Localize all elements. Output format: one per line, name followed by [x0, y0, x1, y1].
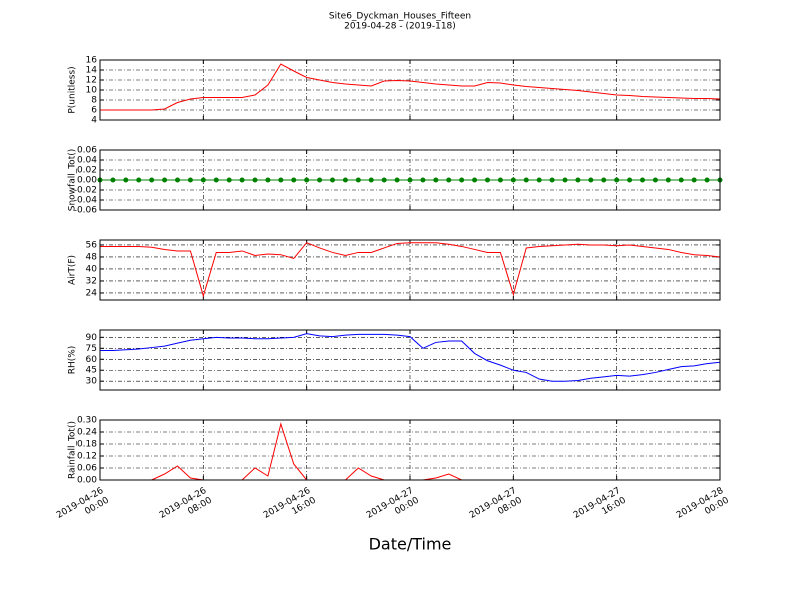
data-point [381, 177, 387, 183]
plot-frame [99, 329, 721, 391]
y-tick-label: 0.18 [77, 440, 97, 450]
plot-frame [99, 149, 721, 211]
plot-frame [99, 419, 721, 481]
data-point [472, 177, 478, 183]
chart-title: Site6_Dyckman_Houses_Fifteen [329, 12, 471, 22]
y-axis-label: RH(%) [68, 346, 78, 375]
y-tick-label: 30 [86, 377, 98, 387]
y-tick-label: 0.12 [77, 452, 97, 462]
y-tick-label: 48 [86, 252, 98, 262]
data-point [497, 177, 503, 183]
data-line [100, 333, 721, 382]
data-point [162, 177, 168, 183]
data-point [355, 177, 361, 183]
data-point [342, 177, 348, 183]
data-point [614, 177, 620, 183]
plot-frame [99, 59, 721, 121]
data-point [459, 177, 465, 183]
y-axis-label: AirT(F) [68, 255, 78, 285]
y-tick-label: 40 [86, 264, 98, 274]
data-point [187, 177, 193, 183]
y-tick-label: 6 [91, 106, 97, 116]
y-tick-label: 45 [86, 366, 97, 376]
data-point [213, 177, 219, 183]
data-point [317, 177, 323, 183]
data-point [239, 177, 245, 183]
y-tick-label: 56 [86, 240, 98, 250]
data-point [640, 177, 645, 183]
x-axis-label: Date/Time [369, 535, 452, 554]
data-point [226, 177, 232, 183]
y-tick-label: 0.06 [77, 146, 97, 156]
data-point [678, 177, 684, 183]
data-point [394, 177, 400, 183]
data-point [510, 177, 516, 183]
y-tick-label: 32 [86, 276, 97, 286]
data-point [665, 177, 671, 183]
y-tick-label: 24 [86, 288, 98, 298]
y-tick-label: 14 [86, 66, 98, 76]
y-tick-label: -0.02 [74, 186, 97, 196]
data-point [149, 177, 155, 183]
data-point [368, 177, 374, 183]
data-point [136, 177, 142, 183]
data-point [265, 177, 271, 183]
y-tick-label: 12 [86, 76, 97, 86]
data-point [175, 177, 180, 183]
data-point [291, 177, 297, 183]
data-point [562, 177, 568, 183]
data-point [123, 177, 129, 183]
y-tick-label: -0.04 [74, 196, 98, 206]
y-tick-label: 75 [86, 344, 97, 354]
y-tick-label: 10 [86, 86, 98, 96]
data-point [278, 177, 284, 183]
y-axis-label: P(unitless) [68, 66, 78, 113]
y-tick-label: 0.00 [77, 476, 97, 486]
data-point [433, 177, 439, 183]
y-tick-label: 4 [91, 116, 97, 126]
data-point [200, 177, 206, 183]
data-point [536, 177, 542, 183]
data-line [100, 242, 721, 298]
data-point [407, 177, 413, 183]
data-line [100, 63, 721, 111]
y-tick-label: 8 [91, 96, 97, 106]
data-point [252, 177, 258, 183]
data-point [485, 177, 490, 183]
y-tick-label: -0.06 [74, 206, 98, 216]
y-tick-label: 0.02 [77, 166, 97, 176]
y-tick-label: 0.06 [77, 464, 97, 474]
data-point [601, 177, 607, 183]
y-tick-label: 0.04 [77, 156, 97, 166]
data-point [549, 177, 555, 183]
y-tick-label: 16 [86, 56, 98, 66]
y-axis-label: Snowfall_Tot() [68, 149, 78, 212]
data-point [627, 177, 633, 183]
y-tick-label: 60 [86, 355, 98, 365]
data-point [588, 177, 594, 183]
y-axis-label: Rainfall_Tot() [68, 421, 78, 479]
plot-frame [99, 239, 721, 301]
data-point [304, 177, 310, 183]
chart-subtitle: 2019-04-28 - (2019-118) [344, 22, 456, 32]
data-point [110, 177, 116, 183]
data-point [652, 177, 658, 183]
y-tick-label: 0.00 [77, 176, 97, 186]
data-point [523, 177, 529, 183]
data-point [446, 177, 452, 183]
y-tick-label: 0.24 [77, 428, 97, 438]
data-point [420, 177, 426, 183]
y-tick-label: 0.30 [77, 416, 97, 426]
data-point [704, 177, 710, 183]
data-point [691, 177, 697, 183]
data-point [330, 177, 335, 183]
y-tick-label: 90 [86, 333, 98, 343]
data-point [575, 177, 581, 183]
